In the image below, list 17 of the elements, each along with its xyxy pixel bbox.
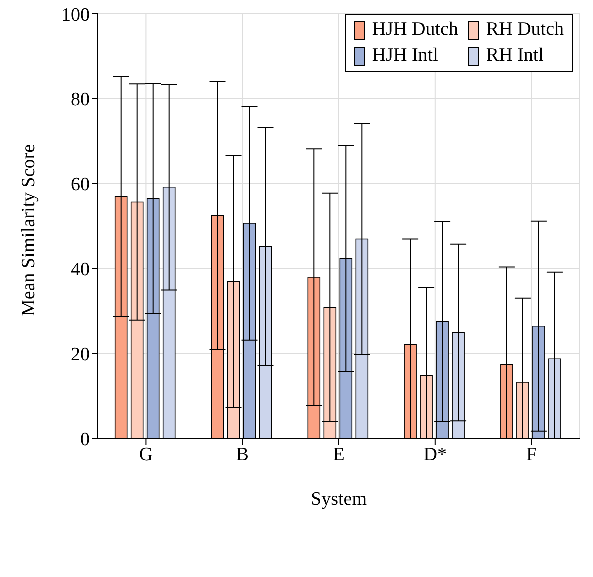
- y-tick-label: 60: [71, 174, 90, 196]
- y-tick-label: 0: [80, 430, 90, 451]
- legend-label: RH Dutch: [485, 19, 564, 41]
- legend-label: HJH Intl: [371, 45, 440, 67]
- x-axis-title: System: [311, 489, 368, 510]
- x-tick-label: B: [236, 444, 249, 466]
- x-tick-label: G: [139, 444, 154, 466]
- x-tick-label: F: [526, 444, 538, 466]
- y-tick-label: 80: [71, 90, 90, 111]
- legend-label: RH Intl: [485, 45, 545, 67]
- y-tick-label: 40: [71, 260, 90, 281]
- y-tick-label: 20: [71, 344, 90, 366]
- y-axis-title: Mean Similarity Score: [18, 144, 40, 316]
- y-tick-label: 100: [62, 4, 90, 26]
- legend-label: HJH Dutch: [371, 19, 458, 41]
- x-tick-label: D*: [424, 444, 448, 466]
- x-tick-label: E: [333, 444, 345, 466]
